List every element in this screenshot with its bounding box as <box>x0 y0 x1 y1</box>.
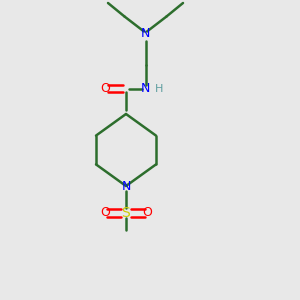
Text: S: S <box>122 206 130 220</box>
Text: O: O <box>100 206 110 220</box>
Text: H: H <box>155 83 163 94</box>
Text: N: N <box>141 82 150 95</box>
Text: N: N <box>121 179 131 193</box>
Text: O: O <box>100 82 110 95</box>
Text: O: O <box>142 206 152 220</box>
Text: N: N <box>141 26 150 40</box>
